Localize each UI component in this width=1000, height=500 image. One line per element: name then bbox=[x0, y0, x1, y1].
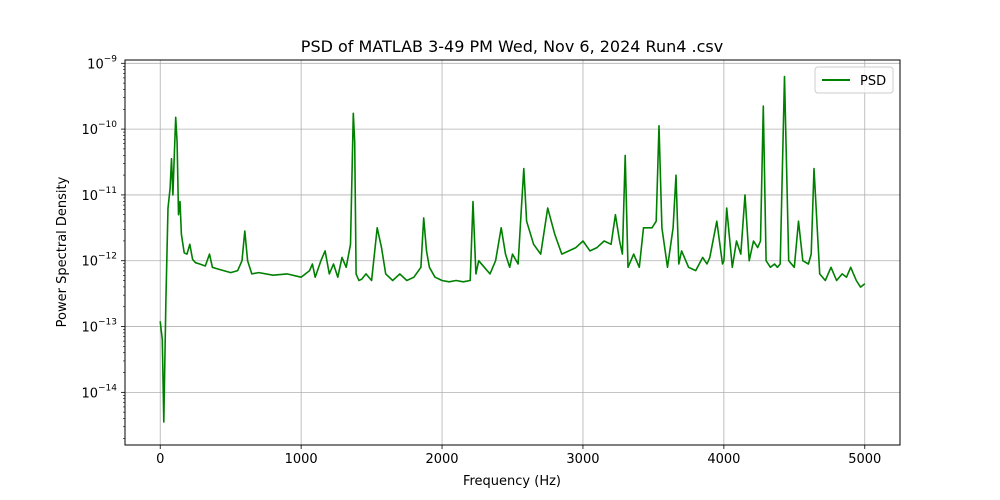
psd-series-line bbox=[159, 75, 866, 423]
y-tick-label: 10−12 bbox=[81, 252, 117, 270]
x-tick-label: 2000 bbox=[425, 452, 458, 467]
y-tick-label: 10−11 bbox=[81, 186, 117, 204]
x-tick-label: 5000 bbox=[848, 452, 881, 467]
x-tick-label: 4000 bbox=[707, 452, 740, 467]
y-axis-label: Power Spectral Density bbox=[55, 176, 70, 327]
y-tick-label: 10−9 bbox=[87, 54, 117, 72]
x-axis-ticks: 0 1000 2000 3000 4000 5000 bbox=[156, 445, 881, 467]
x-tick-label: 1000 bbox=[285, 452, 318, 467]
series-layer bbox=[159, 75, 866, 423]
y-tick-label: 10−14 bbox=[81, 383, 117, 401]
legend: PSD bbox=[814, 66, 894, 94]
plot-frame bbox=[124, 59, 901, 446]
y-tick-label: 10−13 bbox=[81, 318, 117, 336]
legend-label-psd: PSD bbox=[860, 74, 886, 89]
legend-box bbox=[814, 66, 894, 94]
y-tick-label: 10−10 bbox=[81, 120, 117, 138]
y-axis-minor-ticks bbox=[123, 66, 125, 439]
x-axis-label: Frequency (Hz) bbox=[463, 474, 561, 489]
x-tick-label: 0 bbox=[156, 452, 164, 467]
chart-title: PSD of MATLAB 3-49 PM Wed, Nov 6, 2024 R… bbox=[301, 37, 723, 56]
y-axis-ticks: 10−14 10−13 10−12 10−11 10−10 10−9 bbox=[81, 54, 125, 401]
x-tick-label: 3000 bbox=[566, 452, 599, 467]
grid bbox=[125, 60, 900, 445]
